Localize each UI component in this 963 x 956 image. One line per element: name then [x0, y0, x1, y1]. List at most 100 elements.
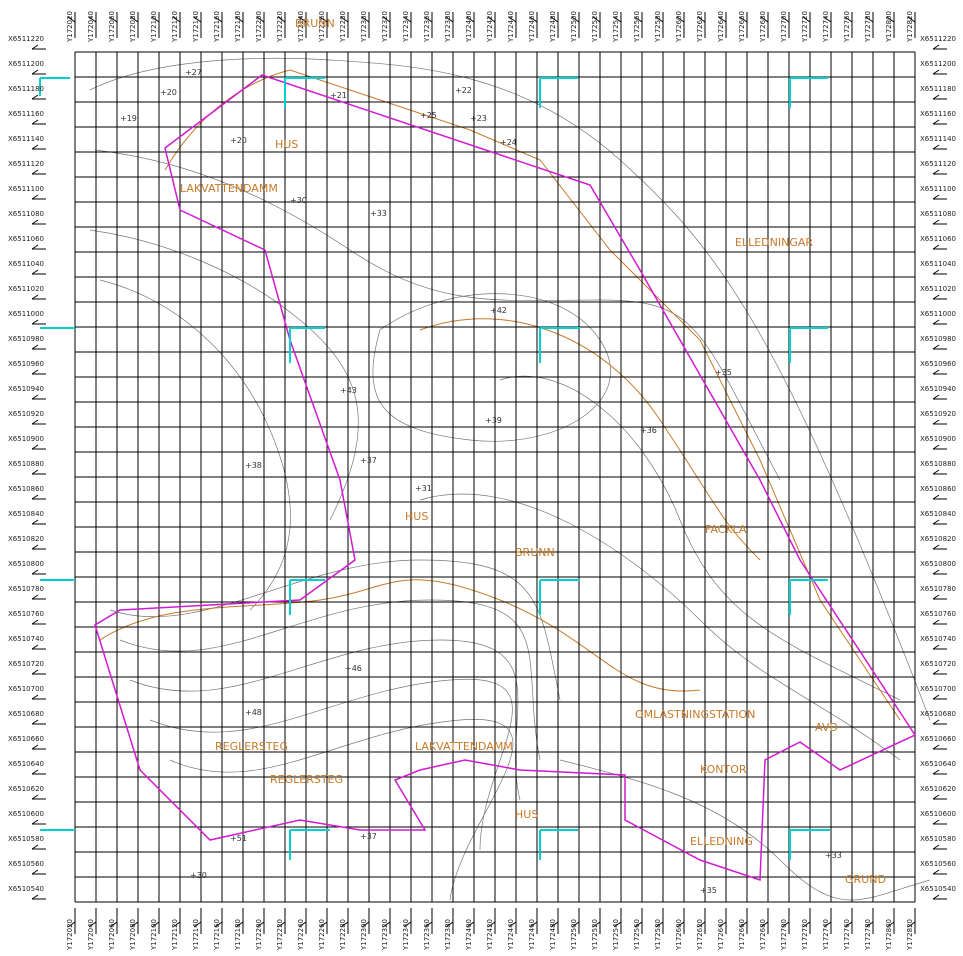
- row-arrow: [32, 45, 46, 49]
- place-label: ELLEDNING: [690, 835, 753, 848]
- row-arrow: [933, 820, 947, 824]
- row-label: X6511020: [8, 285, 44, 293]
- column-label: Y172760: [843, 919, 851, 951]
- row-label: X6510940: [920, 385, 956, 393]
- spot-height: +36: [640, 426, 657, 435]
- column-label: Y172660: [738, 919, 746, 951]
- row-arrow: [933, 895, 947, 899]
- column-label: Y172680: [759, 919, 767, 951]
- place-label: GRUND: [845, 873, 886, 886]
- row-label: X6511040: [8, 260, 44, 268]
- row-label: X6510720: [920, 660, 956, 668]
- column-label: Y172400: [465, 11, 473, 43]
- place-label: LAKVATTENDAMM: [180, 182, 278, 195]
- row-arrow: [32, 345, 46, 349]
- row-arrow: [933, 245, 947, 249]
- spot-height: +33: [370, 209, 387, 218]
- row-label: X6510720: [8, 660, 44, 668]
- spot-height: +46: [345, 664, 362, 673]
- row-label: X6510700: [8, 685, 44, 693]
- row-arrow: [933, 145, 947, 149]
- row-arrow: [933, 220, 947, 224]
- row-label: X6510540: [8, 885, 44, 893]
- row-label: X6511120: [8, 160, 44, 168]
- column-label: Y172320: [381, 919, 389, 951]
- row-label: X6510960: [8, 360, 44, 368]
- place-label: FACKLA: [705, 523, 747, 536]
- row-arrow: [32, 695, 46, 699]
- row-arrow: [933, 320, 947, 324]
- spot-height: +27: [185, 68, 202, 77]
- column-label: Y172180: [234, 11, 242, 43]
- column-label: Y172500: [570, 919, 578, 951]
- row-arrow: [32, 295, 46, 299]
- place-label: LAKVATTENDAMM: [415, 740, 513, 753]
- row-arrow: [933, 445, 947, 449]
- row-label: X6510580: [8, 835, 44, 843]
- row-arrow: [32, 895, 46, 899]
- row-arrow: [32, 670, 46, 674]
- row-label: X6510680: [920, 710, 956, 718]
- row-arrow: [32, 145, 46, 149]
- row-arrow: [32, 245, 46, 249]
- column-label: Y172460: [528, 11, 536, 43]
- column-label: Y172800: [885, 11, 893, 43]
- row-arrow: [32, 120, 46, 124]
- place-label: HUS: [515, 808, 538, 821]
- row-arrow: [933, 195, 947, 199]
- column-label: Y172320: [381, 11, 389, 43]
- column-label: Y172780: [864, 919, 872, 951]
- row-arrow: [933, 270, 947, 274]
- column-label: Y172200: [255, 919, 263, 951]
- place-label: BRUNN: [515, 546, 555, 559]
- spot-height: +23: [470, 114, 487, 123]
- column-label: Y172460: [528, 919, 536, 951]
- row-arrow: [933, 45, 947, 49]
- column-label: Y172080: [129, 11, 137, 43]
- row-label: X6511080: [8, 210, 44, 218]
- row-arrow: [32, 320, 46, 324]
- column-label: Y172640: [717, 11, 725, 43]
- column-label: Y172300: [360, 11, 368, 43]
- row-arrow: [32, 270, 46, 274]
- spot-height: +33: [825, 851, 842, 860]
- spot-height: +24: [500, 138, 517, 147]
- place-label: REGLERSTEG: [270, 773, 343, 786]
- row-label: X6510800: [920, 560, 956, 568]
- spot-height: +21: [330, 91, 347, 100]
- column-label: Y172440: [507, 919, 515, 951]
- row-arrow: [32, 445, 46, 449]
- column-label: Y172420: [486, 11, 494, 43]
- column-label: Y172600: [675, 919, 683, 951]
- row-label: X6510740: [8, 635, 44, 643]
- row-arrow: [933, 770, 947, 774]
- row-arrow: [32, 370, 46, 374]
- column-label: Y172060: [108, 919, 116, 951]
- column-label: Y172360: [423, 11, 431, 43]
- row-arrow: [933, 670, 947, 674]
- row-label: X6511200: [8, 60, 44, 68]
- column-label: Y172560: [633, 919, 641, 951]
- row-label: X6510940: [8, 385, 44, 393]
- spot-height: +22: [455, 86, 472, 95]
- column-label: Y172020: [66, 11, 74, 43]
- row-label: X6510800: [8, 560, 44, 568]
- spot-height: +30: [190, 871, 207, 880]
- row-label: X6510880: [920, 460, 956, 468]
- row-arrow: [32, 720, 46, 724]
- spot-height: +25: [420, 111, 437, 120]
- row-arrow: [32, 70, 46, 74]
- row-label: X6510620: [8, 785, 44, 793]
- spot-height: +20: [160, 88, 177, 97]
- row-arrow: [933, 170, 947, 174]
- column-label: Y172600: [675, 11, 683, 43]
- column-label: Y172660: [738, 11, 746, 43]
- row-label: X6510660: [920, 735, 956, 743]
- column-label: Y172220: [276, 11, 284, 43]
- column-label: Y172400: [465, 919, 473, 951]
- column-label: Y172080: [129, 919, 137, 951]
- row-arrow: [32, 195, 46, 199]
- row-label: X6510680: [8, 710, 44, 718]
- row-label: X6511140: [8, 135, 44, 143]
- column-label: Y172800: [885, 919, 893, 951]
